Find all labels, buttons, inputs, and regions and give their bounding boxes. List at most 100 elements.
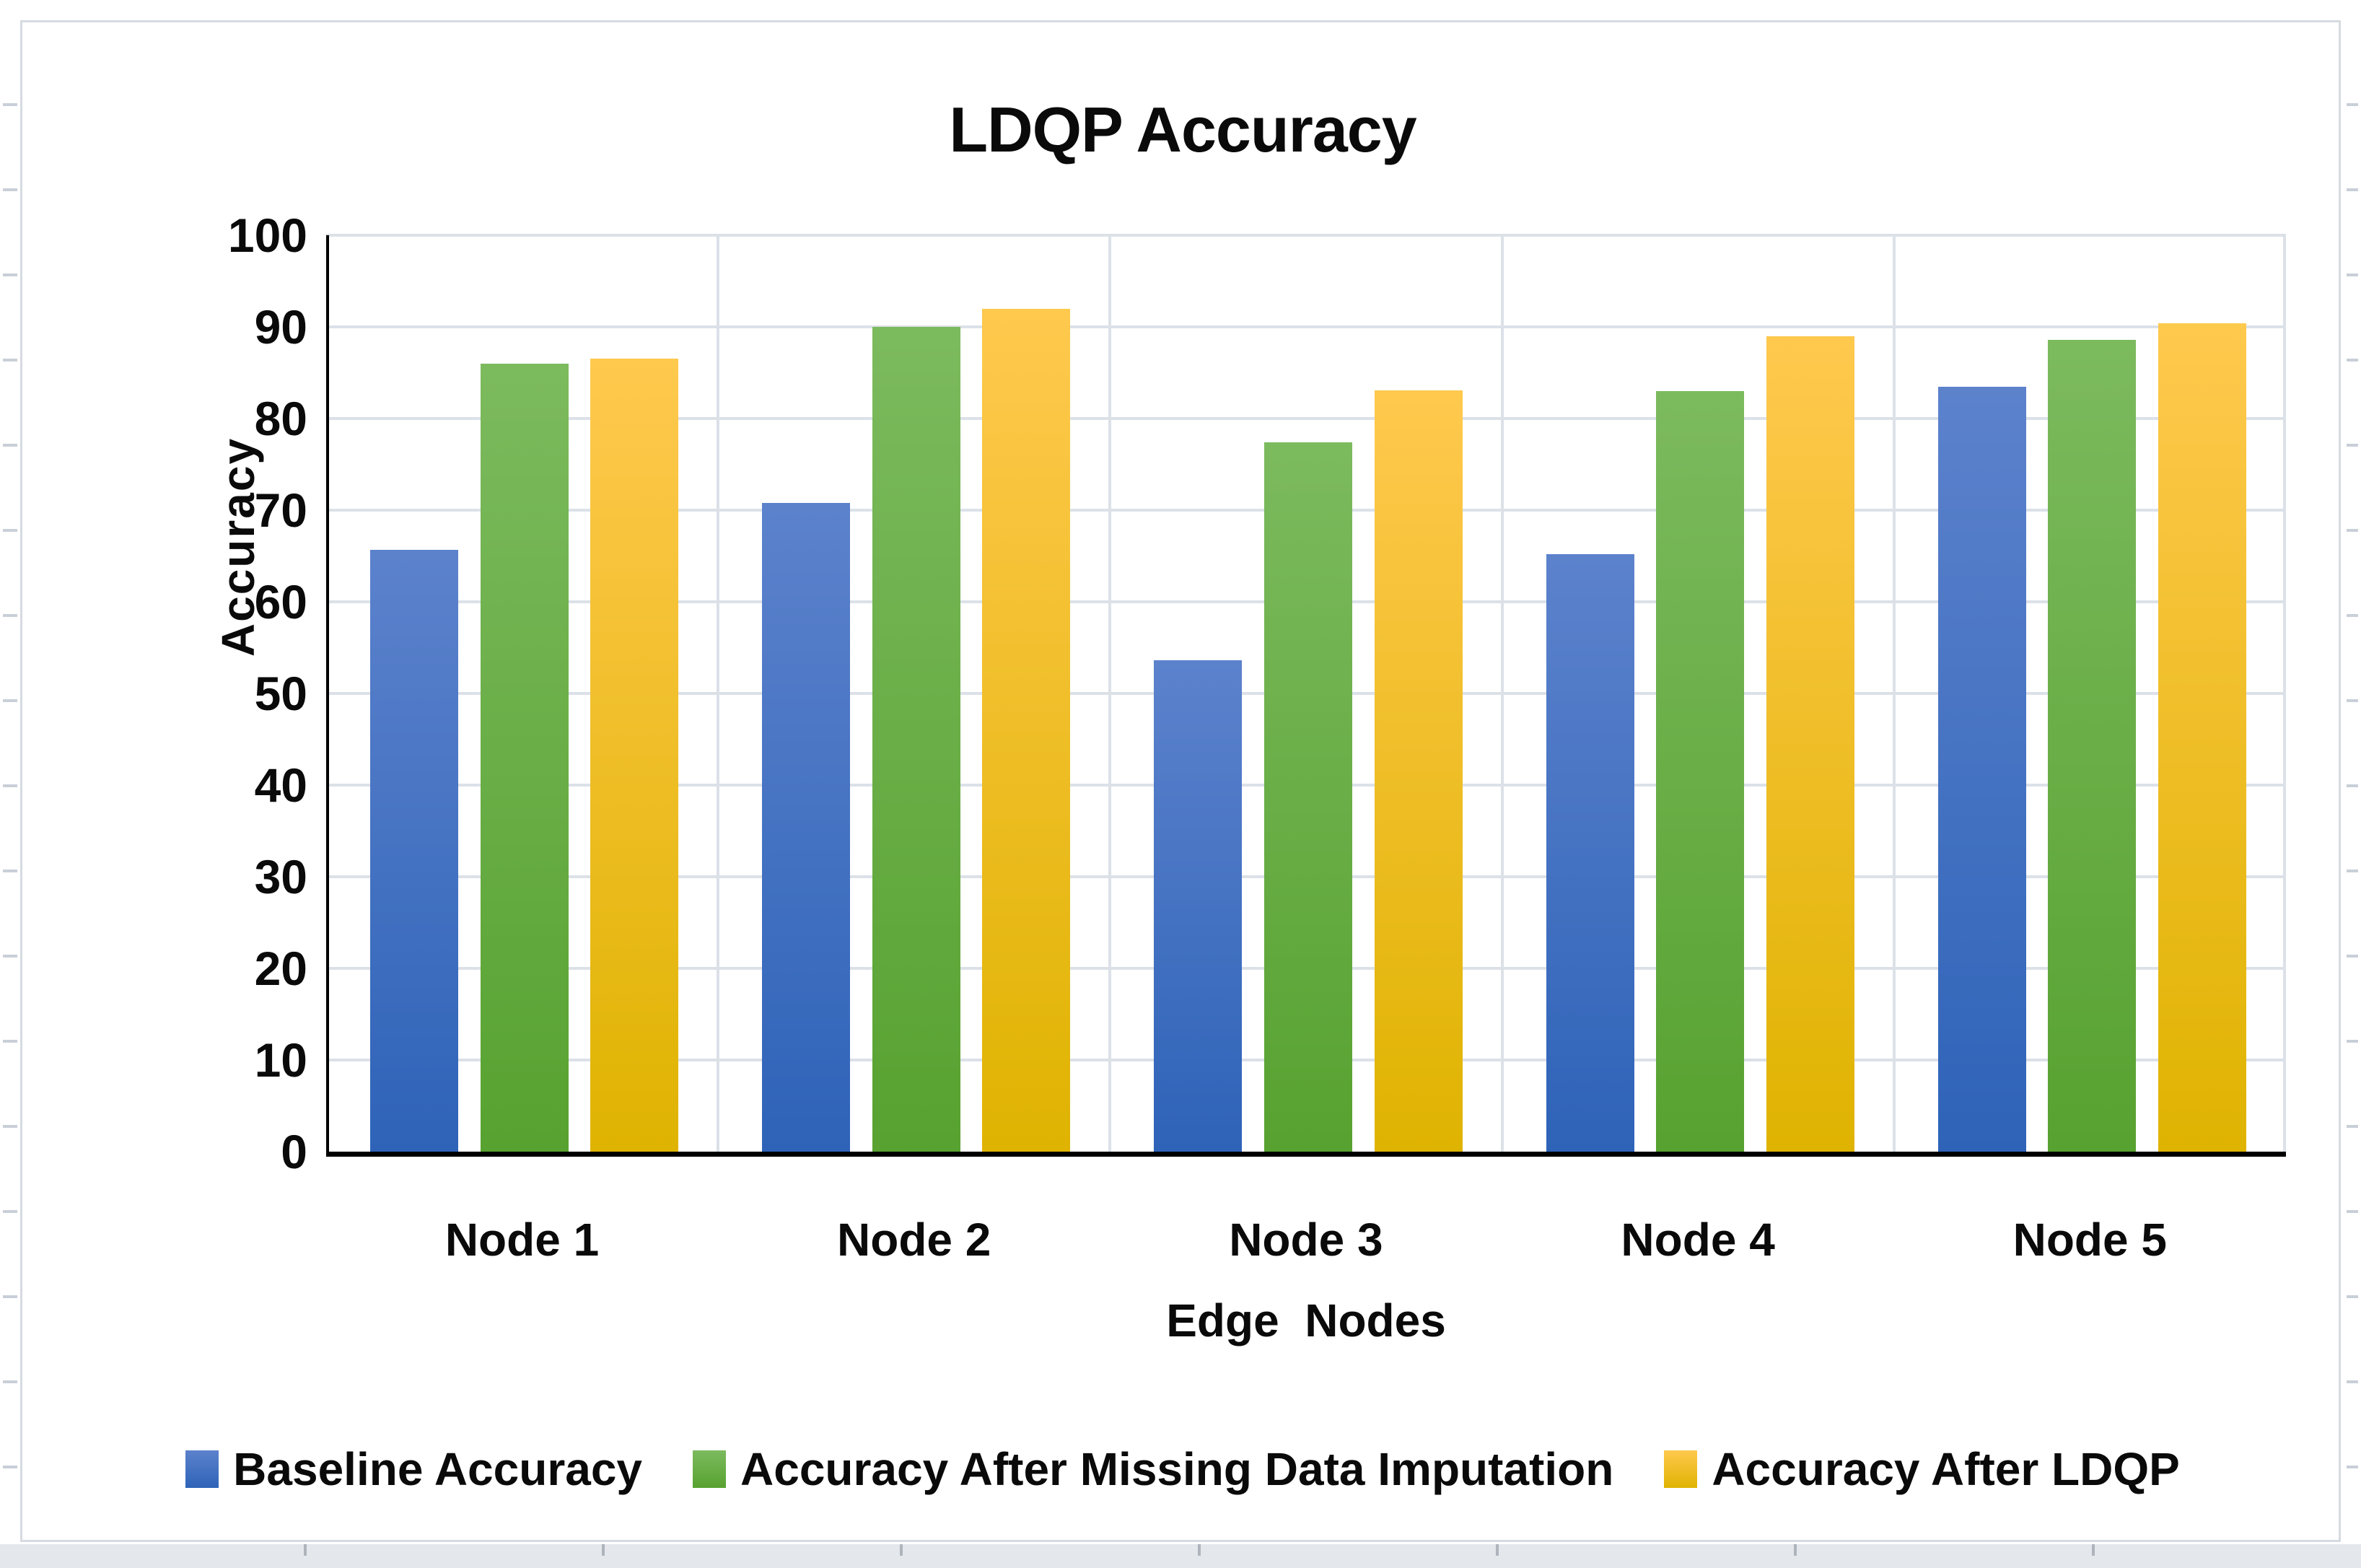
x-tick-label-5: Node 5 [2012, 1214, 2167, 1266]
worksheet-row-tick [2347, 1040, 2358, 1043]
worksheet-bottom-band [0, 1544, 2361, 1568]
bar-node1-series1 [370, 549, 458, 1152]
gridline-x-3 [1500, 235, 1504, 1152]
legend-label-1: Baseline Accuracy [233, 1443, 643, 1495]
worksheet-row-tick [3, 188, 17, 191]
bar-node1-series3 [590, 359, 679, 1152]
bar-group-4 [1502, 235, 1894, 1152]
plot-area [326, 234, 2286, 1157]
y-tick-label-0: 0 [281, 1125, 307, 1178]
legend-label-3: Accuracy After LDQP [1712, 1443, 2180, 1495]
x-axis-title: Edge Nodes [1166, 1295, 1446, 1346]
worksheet-column-tick [1794, 1544, 1797, 1556]
worksheet-row-tick [2347, 1466, 2358, 1468]
worksheet-column-tick [602, 1544, 605, 1556]
y-tick-label-90: 90 [254, 300, 307, 354]
worksheet-row-tick [2347, 1380, 2358, 1383]
y-tick-label-20: 20 [254, 942, 307, 995]
worksheet-row-tick [2347, 444, 2358, 447]
bar-node1-series2 [480, 363, 569, 1152]
bar-group-2 [718, 235, 1110, 1152]
worksheet-row-tick [3, 1125, 17, 1128]
worksheet-row-tick [3, 1040, 17, 1043]
legend-marker-3 [1664, 1450, 1698, 1488]
bar-node4-series2 [1656, 390, 1745, 1152]
bar-node3-series3 [1374, 390, 1463, 1152]
worksheet-row-tick [2347, 699, 2358, 702]
legend: Baseline Accuracy Accuracy After Missing … [22, 1442, 2343, 1496]
chart-frame: LDQP Accuracy Accuracy 0 10 20 30 40 50 60 70 80… [20, 20, 2341, 1542]
worksheet-row-tick [2347, 1295, 2358, 1298]
worksheet-row-tick [3, 955, 17, 958]
legend-marker-1 [185, 1450, 219, 1488]
worksheet-row-tick [3, 1380, 17, 1383]
worksheet-row-tick [2347, 870, 2358, 872]
bar-node5-series2 [2048, 339, 2137, 1152]
bar-node2-series3 [982, 308, 1071, 1152]
x-tick-label-1: Node 1 [444, 1214, 600, 1266]
y-tick-label-40: 40 [254, 758, 307, 812]
gridline-x-1 [717, 235, 720, 1152]
worksheet-row-tick [2347, 1125, 2358, 1128]
worksheet-row-tick [3, 359, 17, 362]
x-tick-label-2: Node 2 [837, 1214, 991, 1266]
bar-node4-series3 [1766, 336, 1854, 1152]
worksheet-row-tick [2347, 1210, 2358, 1213]
worksheet-row-tick [3, 103, 17, 106]
worksheet-column-tick [304, 1544, 307, 1556]
worksheet-row-tick [3, 444, 17, 447]
bar-node5-series1 [1937, 386, 2026, 1152]
worksheet-column-tick [900, 1544, 903, 1556]
y-axis-line [326, 235, 329, 1157]
gridline-y-90 [326, 325, 2286, 328]
gridline-x-2 [1108, 235, 1112, 1152]
worksheet-row-tick [3, 1210, 17, 1213]
legend-label-2: Accuracy After Missing Data Imputation [740, 1443, 1614, 1495]
bar-group-3 [1110, 235, 1502, 1152]
worksheet-row-tick [2347, 529, 2358, 532]
y-tick-label-10: 10 [254, 1033, 307, 1087]
worksheet-column-tick [1496, 1544, 1499, 1556]
worksheet-row-tick [3, 1466, 17, 1468]
worksheet-column-tick [2092, 1544, 2095, 1556]
x-tick-labels: Node 1 Node 2 Node 3 Node 4 Node 5 [326, 1213, 2286, 1271]
bar-group-1 [326, 235, 718, 1152]
worksheet-row-tick [3, 870, 17, 872]
legend-item-1: Baseline Accuracy [185, 1442, 642, 1496]
gridline-x-5 [2283, 235, 2286, 1152]
worksheet-row-tick [2347, 103, 2358, 106]
gridline-y-80 [326, 417, 2286, 420]
bar-node2-series1 [762, 502, 851, 1152]
legend-item-3: Accuracy After LDQP [1664, 1442, 2180, 1496]
y-tick-label-100: 100 [227, 209, 307, 262]
worksheet-column-tick [1198, 1544, 1201, 1556]
worksheet-row-tick [2347, 273, 2358, 276]
y-tick-label-50: 50 [254, 667, 307, 720]
y-tick-label-80: 80 [254, 392, 307, 445]
legend-marker-2 [693, 1450, 727, 1488]
gridline-x-4 [1892, 235, 1896, 1152]
worksheet-row-tick [3, 699, 17, 702]
y-tick-label-30: 30 [254, 850, 307, 903]
worksheet-row-tick [2347, 955, 2358, 958]
bar-node3-series2 [1263, 442, 1352, 1152]
bar-node3-series1 [1154, 660, 1243, 1152]
worksheet-row-tick [3, 1295, 17, 1298]
gridline-y-100 [326, 234, 2286, 237]
worksheet-row-tick [3, 614, 17, 617]
bar-node2-series2 [872, 327, 960, 1152]
bar-node5-series3 [2158, 323, 2246, 1152]
worksheet-row-tick [2347, 359, 2358, 362]
worksheet-row-tick [2347, 784, 2358, 787]
worksheet-row-tick [3, 784, 17, 787]
x-axis-line [326, 1152, 2286, 1157]
worksheet-row-tick [3, 273, 17, 276]
chart-title: LDQP Accuracy [949, 94, 1416, 165]
worksheet-row-tick [2347, 614, 2358, 617]
y-tick-label-70: 70 [254, 483, 307, 537]
legend-item-2: Accuracy After Missing Data Imputation [693, 1442, 1613, 1496]
bar-node4-series1 [1546, 553, 1634, 1152]
worksheet-row-tick [3, 529, 17, 532]
bar-group-5 [1894, 235, 2286, 1152]
